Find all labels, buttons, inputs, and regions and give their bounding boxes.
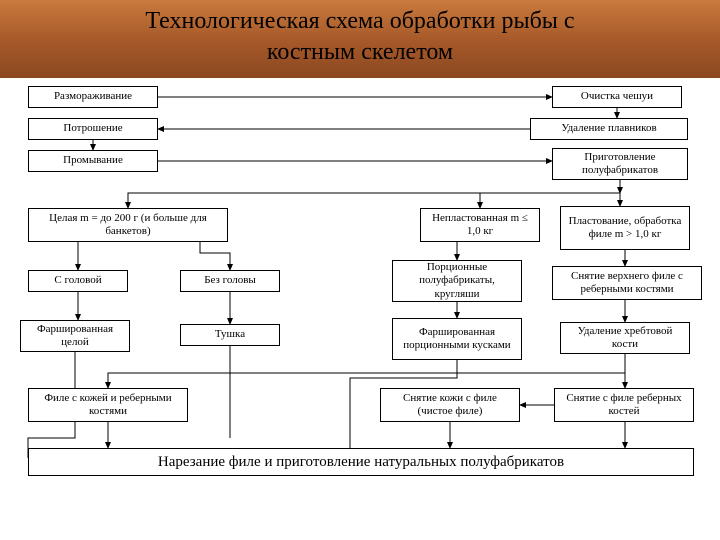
edge-split-n7: [128, 193, 620, 208]
node-n4: Удаление плавников: [530, 118, 688, 140]
node-n14: Фаршированная целой: [20, 320, 130, 352]
node-n19: Снятие кожи с филе (чистое филе): [380, 388, 520, 422]
node-n17: Удаление хребтовой кости: [560, 322, 690, 354]
node-n8: Непластованная m ≤ 1,0 кг: [420, 208, 540, 242]
node-n10: С головой: [28, 270, 128, 292]
edge-n7-n11: [200, 242, 230, 270]
node-n13: Снятие верхнего филе с реберными костями: [552, 266, 702, 300]
node-n21: Нарезание филе и приготовление натуральн…: [28, 448, 694, 476]
title-line1: Технологическая схема обработки рыбы с: [145, 8, 574, 34]
node-n16: Фаршированная порционными кусками: [392, 318, 522, 360]
slide-title: Технологическая схема обработки рыбы с к…: [0, 6, 720, 68]
node-n3: Потрошение: [28, 118, 158, 140]
title-line2: костным скелетом: [267, 39, 453, 65]
node-n5: Промывание: [28, 150, 158, 172]
node-n2: Очистка чешуи: [552, 86, 682, 108]
edge-n17-n18: [108, 354, 625, 388]
node-n11: Без головы: [180, 270, 280, 292]
node-n12: Порционные полуфабрикаты, кругляши: [392, 260, 522, 302]
flowchart-area: Размораживание Очистка чешуи Потрошение Уда…: [0, 78, 720, 540]
node-n18: Филе с кожей и реберными костями: [28, 388, 188, 422]
node-n20: Снятие с филе реберных костей: [554, 388, 694, 422]
node-n1: Размораживание: [28, 86, 158, 108]
node-n9: Пластование, обработка филе m > 1,0 кг: [560, 206, 690, 250]
node-n7: Целая m = до 200 г (и больше для банкето…: [28, 208, 228, 242]
node-n15: Тушка: [180, 324, 280, 346]
node-n6: Приготовление полуфабрикатов: [552, 148, 688, 180]
